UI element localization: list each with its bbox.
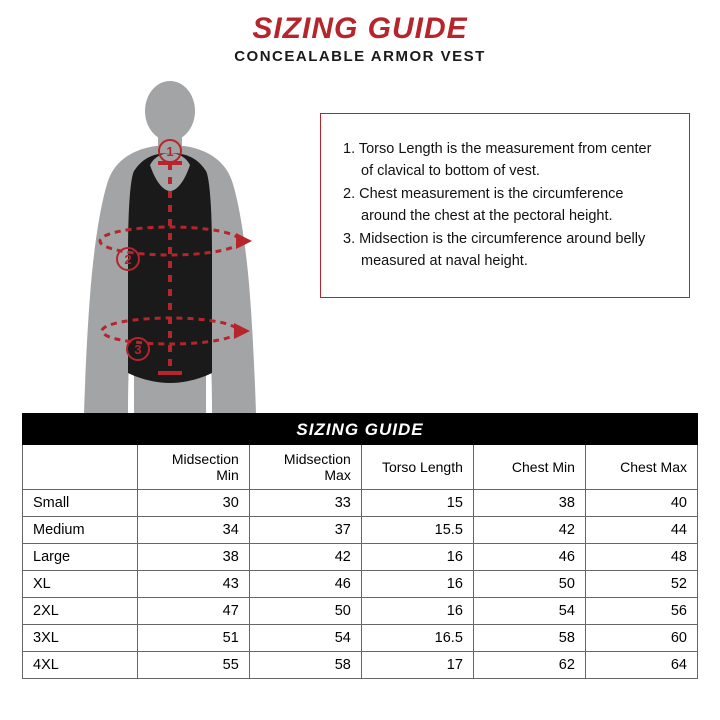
cell-value: 15.5	[361, 517, 473, 544]
cell-value: 48	[585, 544, 697, 571]
table-body: Small3033153840Medium343715.54244Large38…	[23, 490, 698, 679]
cell-size: 4XL	[23, 652, 138, 679]
cell-value: 58	[249, 652, 361, 679]
table-title: SIZING GUIDE	[23, 414, 698, 445]
cell-size: Large	[23, 544, 138, 571]
cell-value: 43	[137, 571, 249, 598]
table-row: Medium343715.54244	[23, 517, 698, 544]
cell-value: 51	[137, 625, 249, 652]
col-mid-min: Midsection Min	[137, 445, 249, 490]
cell-value: 54	[249, 625, 361, 652]
cell-value: 17	[361, 652, 473, 679]
cell-value: 40	[585, 490, 697, 517]
cell-value: 38	[473, 490, 585, 517]
cell-value: 47	[137, 598, 249, 625]
cell-value: 50	[473, 571, 585, 598]
page-title: SIZING GUIDE	[0, 12, 720, 46]
cell-value: 16.5	[361, 625, 473, 652]
table-row: 3XL515416.55860	[23, 625, 698, 652]
sizing-table: SIZING GUIDE Midsection Min Midsection M…	[22, 413, 698, 679]
instruction-item: 3. Midsection is the circumference aroun…	[343, 228, 667, 273]
cell-value: 16	[361, 598, 473, 625]
col-size	[23, 445, 138, 490]
cell-value: 33	[249, 490, 361, 517]
table-header-row: Midsection Min Midsection Max Torso Leng…	[23, 445, 698, 490]
cell-value: 55	[137, 652, 249, 679]
table-row: Large3842164648	[23, 544, 698, 571]
cell-value: 46	[249, 571, 361, 598]
body-diagram: 1 2 3	[30, 73, 310, 413]
col-chest-min: Chest Min	[473, 445, 585, 490]
cell-value: 34	[137, 517, 249, 544]
cell-value: 15	[361, 490, 473, 517]
table-row: 2XL4750165456	[23, 598, 698, 625]
cell-size: 2XL	[23, 598, 138, 625]
cell-value: 16	[361, 544, 473, 571]
cell-size: XL	[23, 571, 138, 598]
col-chest-max: Chest Max	[585, 445, 697, 490]
table-title-row: SIZING GUIDE	[23, 414, 698, 445]
table-row: XL4346165052	[23, 571, 698, 598]
svg-text:2: 2	[124, 252, 131, 267]
cell-value: 50	[249, 598, 361, 625]
cell-value: 56	[585, 598, 697, 625]
page-subtitle: CONCEALABLE ARMOR VEST	[0, 48, 720, 65]
cell-value: 54	[473, 598, 585, 625]
cell-size: Small	[23, 490, 138, 517]
cell-value: 38	[137, 544, 249, 571]
col-torso: Torso Length	[361, 445, 473, 490]
cell-value: 42	[249, 544, 361, 571]
svg-text:3: 3	[134, 342, 141, 357]
table-row: Small3033153840	[23, 490, 698, 517]
cell-value: 16	[361, 571, 473, 598]
svg-text:1: 1	[166, 144, 173, 159]
cell-size: Medium	[23, 517, 138, 544]
cell-value: 62	[473, 652, 585, 679]
cell-value: 60	[585, 625, 697, 652]
table-row: 4XL5558176264	[23, 652, 698, 679]
cell-value: 42	[473, 517, 585, 544]
cell-value: 37	[249, 517, 361, 544]
cell-value: 30	[137, 490, 249, 517]
sizing-table-wrap: SIZING GUIDE Midsection Min Midsection M…	[22, 413, 698, 679]
cell-value: 44	[585, 517, 697, 544]
header: SIZING GUIDE CONCEALABLE ARMOR VEST	[0, 0, 720, 65]
instruction-item: 2. Chest measurement is the circumferenc…	[343, 183, 667, 228]
instructions-box: 1. Torso Length is the measurement from …	[320, 113, 690, 298]
cell-size: 3XL	[23, 625, 138, 652]
instructions-list: 1. Torso Length is the measurement from …	[343, 138, 667, 273]
col-mid-max: Midsection Max	[249, 445, 361, 490]
cell-value: 58	[473, 625, 585, 652]
instruction-item: 1. Torso Length is the measurement from …	[343, 138, 667, 183]
upper-section: 1 2 3 1. Torso Length is the measurement…	[0, 65, 720, 413]
cell-value: 52	[585, 571, 697, 598]
cell-value: 46	[473, 544, 585, 571]
cell-value: 64	[585, 652, 697, 679]
